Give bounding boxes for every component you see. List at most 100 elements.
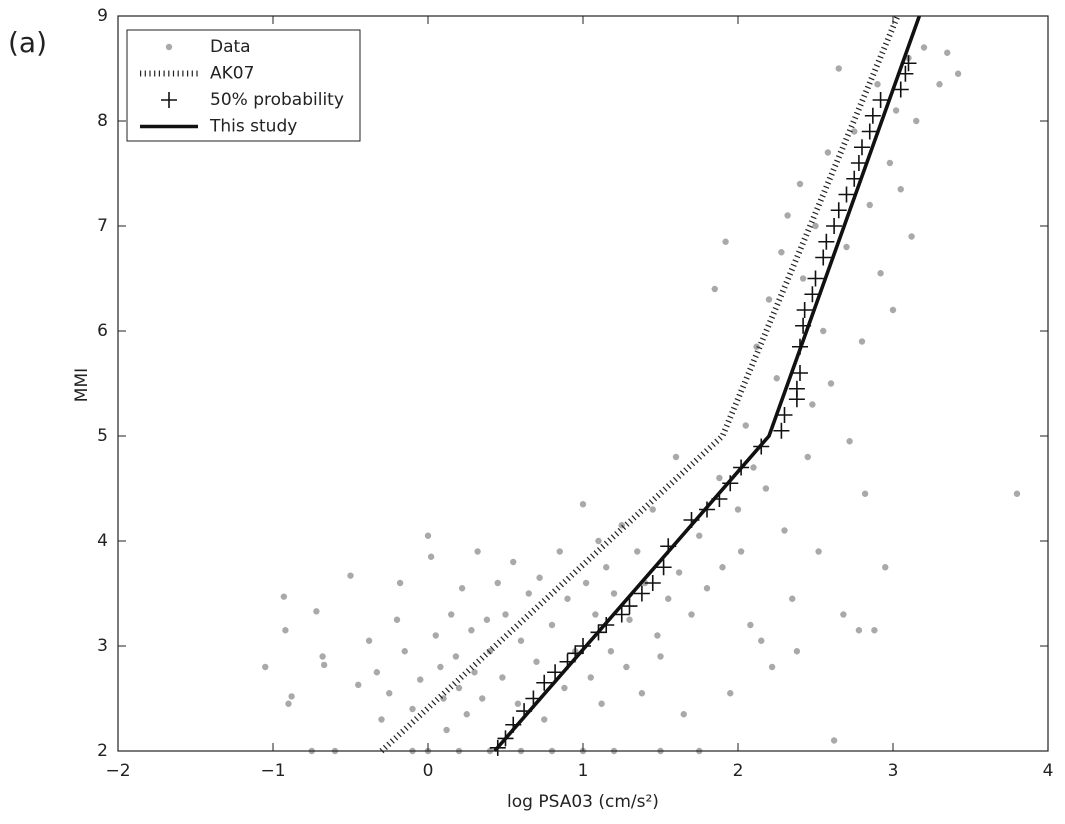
- data-point: [455, 684, 463, 692]
- data-point: [773, 375, 780, 382]
- data-point: [796, 180, 804, 188]
- data-point: [320, 661, 328, 669]
- data-point: [742, 422, 749, 429]
- data-point: [386, 690, 393, 697]
- data-point: [432, 632, 439, 639]
- plus-marker: [621, 598, 638, 615]
- data-point: [750, 464, 757, 471]
- x-tick-label: 0: [423, 761, 434, 781]
- data-point: [920, 44, 928, 51]
- data-point: [499, 674, 506, 681]
- data-point: [452, 653, 460, 660]
- data-point: [595, 537, 602, 545]
- data-point: [665, 595, 672, 602]
- y-tick-label: 8: [97, 111, 108, 131]
- plus-marker: [861, 123, 878, 140]
- data-point: [468, 627, 475, 634]
- plus-marker: [773, 422, 790, 439]
- data-point: [846, 438, 853, 445]
- data-point: [889, 306, 897, 314]
- data-point: [424, 532, 432, 539]
- data-point: [417, 676, 424, 683]
- data-point: [835, 65, 842, 72]
- data-point: [365, 637, 373, 644]
- data-point: [607, 648, 615, 655]
- data-point: [313, 608, 320, 615]
- x-tick-label: 4: [1043, 761, 1054, 781]
- data-point: [737, 548, 745, 555]
- data-point: [638, 690, 646, 697]
- data-point: [458, 585, 466, 592]
- data-point: [494, 579, 501, 587]
- plus-marker: [655, 559, 672, 576]
- data-point: [936, 81, 943, 88]
- data-point: [913, 117, 920, 125]
- legend-box: [126, 29, 361, 142]
- plus-marker: [613, 606, 630, 623]
- legend-label: This study: [209, 117, 297, 137]
- data-point: [672, 453, 680, 461]
- data-point: [871, 627, 878, 634]
- plus-marker: [796, 302, 813, 318]
- data-point: [874, 81, 881, 88]
- data-point: [282, 627, 289, 634]
- data-point: [799, 275, 807, 282]
- data-point: [564, 595, 571, 602]
- data-point: [427, 553, 435, 560]
- data-point: [882, 564, 889, 571]
- legend-label: 50% probability: [210, 90, 344, 110]
- plus-marker: [815, 249, 832, 266]
- y-tick-label: 5: [97, 426, 108, 446]
- data-point: [680, 711, 687, 718]
- data-point: [654, 632, 661, 639]
- data-point: [840, 611, 847, 618]
- y-tick-label: 7: [97, 216, 108, 236]
- y-tick-label: 2: [97, 741, 108, 761]
- plus-marker: [788, 380, 805, 397]
- plus-marker: [864, 107, 881, 124]
- plus-marker: [644, 575, 661, 591]
- data-point: [626, 616, 633, 623]
- y-tick-label: 4: [97, 531, 108, 551]
- plus-marker: [807, 270, 824, 287]
- data-point: [541, 716, 548, 723]
- data-point: [793, 648, 801, 655]
- data-point: [443, 726, 450, 734]
- data-point: [858, 338, 866, 345]
- data-point: [908, 233, 915, 240]
- data-point: [483, 616, 491, 623]
- data-point: [830, 737, 838, 744]
- data-point: [533, 658, 540, 665]
- x-tick-label: 3: [888, 761, 899, 781]
- data-point: [486, 648, 494, 655]
- plus-marker: [830, 202, 847, 219]
- plus-marker: [536, 674, 553, 691]
- x-tick-label: −1: [260, 761, 285, 781]
- data-point: [262, 663, 269, 671]
- data-point: [719, 564, 726, 571]
- data-point: [820, 327, 827, 335]
- plot-area: [262, 14, 1021, 756]
- data-point: [804, 453, 811, 461]
- data-point: [548, 621, 556, 629]
- data-point: [789, 595, 796, 602]
- data-point: [517, 637, 525, 644]
- data-point: [502, 611, 509, 618]
- plus-marker: [838, 186, 855, 203]
- data-point: [765, 296, 773, 303]
- data-point: [703, 585, 711, 592]
- data-point: [886, 159, 894, 167]
- data-point: [866, 201, 873, 209]
- panel-label: (a): [8, 26, 47, 59]
- data-point: [734, 506, 742, 513]
- data-point: [471, 669, 478, 676]
- data-point: [355, 681, 362, 689]
- x-tick-label: −2: [105, 761, 130, 781]
- data-point: [401, 648, 408, 655]
- data-point: [396, 579, 404, 587]
- data-point: [851, 128, 858, 135]
- plus-marker: [804, 286, 821, 303]
- data-point: [657, 653, 664, 660]
- data-point: [319, 653, 326, 660]
